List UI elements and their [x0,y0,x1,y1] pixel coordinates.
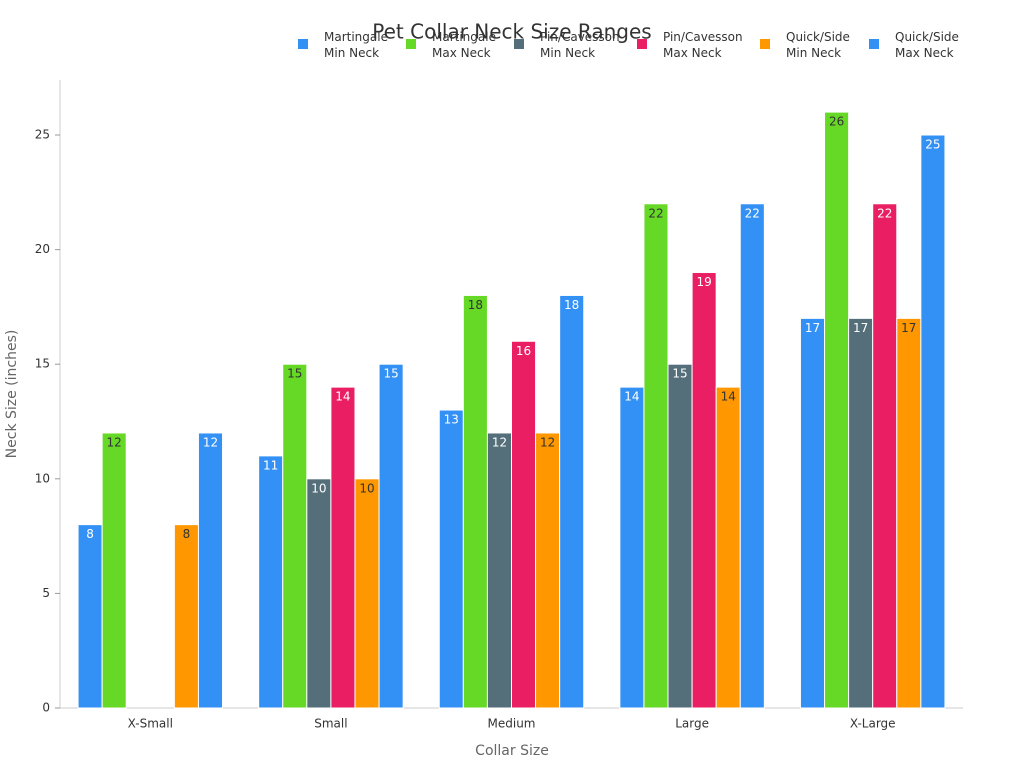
bar [691,272,717,709]
data-label: 14 [721,390,736,404]
bar [282,363,308,709]
data-label: 26 [829,115,844,129]
data-label: 8 [86,527,94,541]
data-label: 10 [311,481,326,495]
bar [511,340,537,709]
data-label: 17 [853,321,868,335]
data-label: 8 [183,527,191,541]
chart-title: Pet Collar Neck Size Ranges [372,20,651,44]
data-label: 19 [696,275,711,289]
x-tick-label: Small [314,717,347,731]
bar [896,317,922,709]
data-label: 12 [540,435,555,449]
bar [462,294,488,709]
data-label: 15 [383,367,398,381]
bar [197,432,224,709]
legend-swatch [298,39,308,49]
data-label: 14 [624,390,639,404]
bar [354,478,380,709]
bar [739,203,765,709]
legend-label: Quick/Side Max Neck [895,30,959,60]
data-label: 12 [492,435,507,449]
data-label: 22 [648,206,663,220]
x-tick-label: Large [675,717,709,731]
x-tick-label: Medium [488,717,536,731]
legend-swatch [869,39,879,49]
bar [258,455,284,709]
bar [619,386,645,709]
bar [799,317,826,709]
bar [306,478,332,709]
data-label: 17 [901,321,916,335]
bar [535,432,561,709]
bar [438,409,464,709]
legend-swatch [637,39,647,49]
data-label: 18 [564,298,579,312]
y-tick-label: 20 [35,242,50,256]
y-tick-label: 15 [35,357,50,371]
data-label: 16 [516,344,531,358]
data-label: 13 [444,413,459,427]
legend-label: Pin/Cavesson Max Neck [663,30,743,60]
y-tick-label: 0 [42,701,50,715]
data-label: 22 [877,206,892,220]
legend-swatch [760,39,770,49]
bar [824,111,850,709]
legend-label: Quick/Side Min Neck [786,30,850,60]
data-label: 17 [805,321,820,335]
legend-swatch [406,39,416,49]
y-tick-label: 10 [35,471,50,485]
data-label: 22 [745,206,760,220]
bar [77,524,103,709]
y-axis-title: Neck Size (inches) [4,330,20,459]
data-label: 11 [263,458,278,472]
data-label: 14 [335,390,350,404]
legend-label: Martingale Min Neck [324,30,388,60]
x-tick-label: X-Large [850,717,896,731]
bar [872,203,898,709]
data-label: 15 [672,367,687,381]
y-tick-label: 5 [42,586,50,600]
bar [667,363,693,709]
x-axis-title: Collar Size [475,743,549,759]
legend-swatch [514,39,524,49]
data-label: 25 [925,138,940,152]
x-tick-label: X-Small [128,717,173,731]
bar [920,134,946,709]
data-label: 10 [359,481,374,495]
legend-label: Martingale Max Neck [432,30,496,60]
bar [378,363,404,709]
bar [559,294,585,709]
bar [715,386,741,709]
bar [486,432,513,709]
data-label: 12 [203,435,218,449]
bar [643,203,669,709]
legend-label: Pin/Cavesson Min Neck [540,30,620,60]
data-label: 12 [107,435,122,449]
data-label: 15 [287,367,302,381]
data-label: 18 [468,298,483,312]
bar [101,432,127,709]
bar [848,317,874,709]
bar [330,386,356,709]
bar [173,524,199,709]
y-tick-label: 25 [35,128,50,142]
